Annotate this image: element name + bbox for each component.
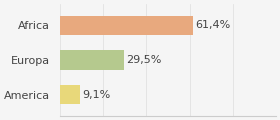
Bar <box>60 85 80 105</box>
Bar <box>60 50 124 70</box>
Text: 29,5%: 29,5% <box>126 55 162 65</box>
Text: 61,4%: 61,4% <box>195 20 230 30</box>
Text: 9,1%: 9,1% <box>82 90 111 100</box>
Bar <box>60 15 193 35</box>
